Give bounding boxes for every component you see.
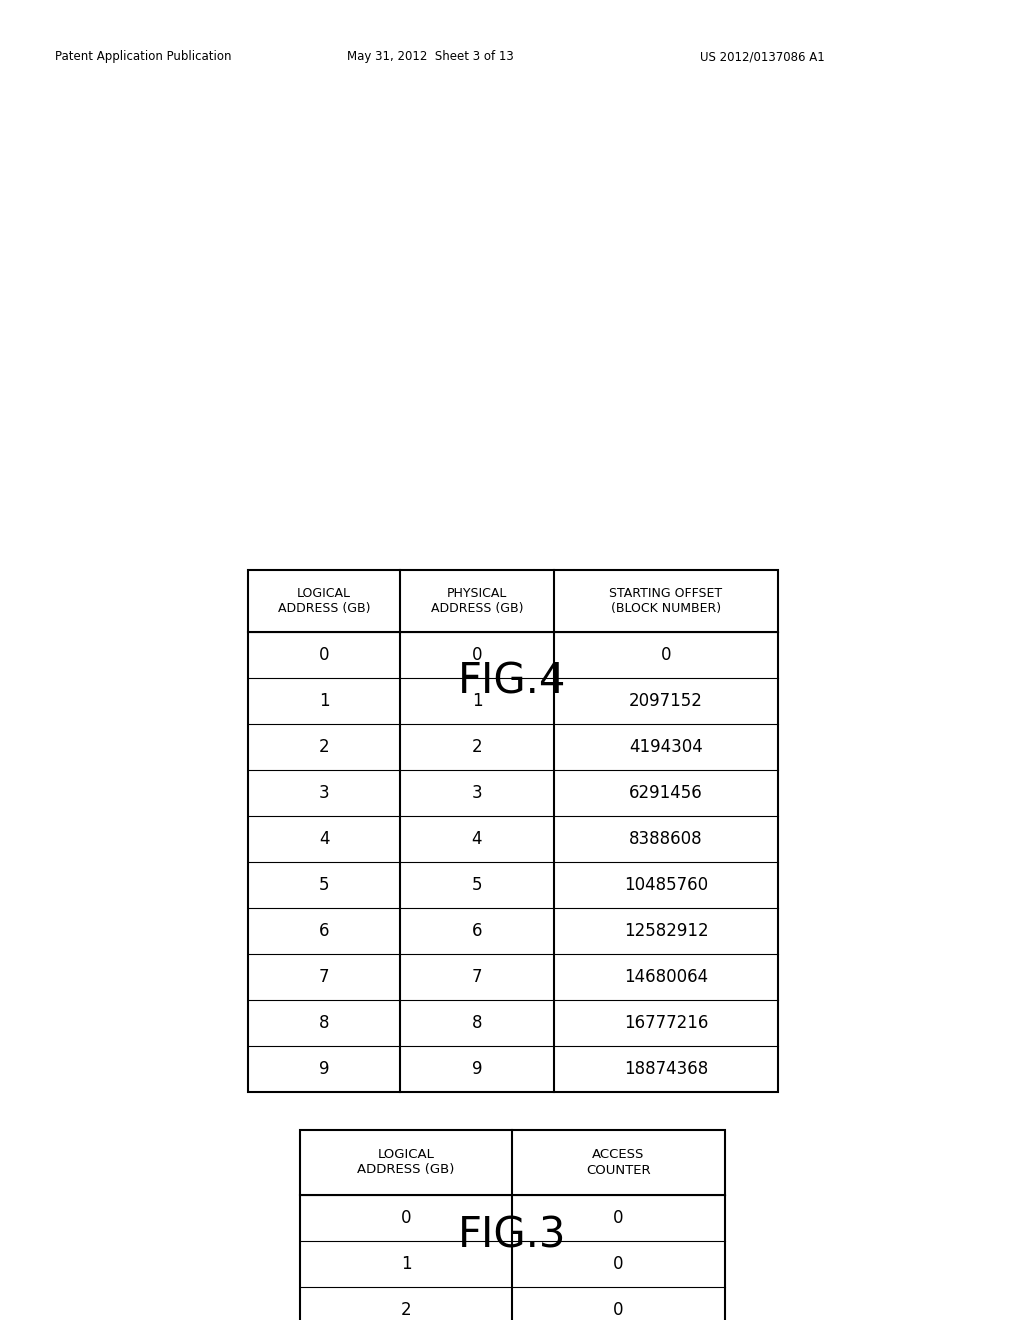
Text: 0: 0: [472, 645, 482, 664]
Text: 0: 0: [613, 1302, 624, 1319]
Text: 8: 8: [318, 1014, 330, 1032]
Text: 0: 0: [660, 645, 672, 664]
Bar: [300, 1130, 725, 1320]
Text: Patent Application Publication: Patent Application Publication: [55, 50, 231, 63]
Text: 4: 4: [318, 830, 330, 847]
Text: 6: 6: [318, 921, 330, 940]
Text: 0: 0: [613, 1209, 624, 1228]
Text: STARTING OFFSET
(BLOCK NUMBER): STARTING OFFSET (BLOCK NUMBER): [609, 587, 723, 615]
Text: 9: 9: [318, 1060, 330, 1078]
Text: 7: 7: [318, 968, 330, 986]
Text: 0: 0: [400, 1209, 412, 1228]
Text: 16777216: 16777216: [624, 1014, 709, 1032]
Text: 2: 2: [318, 738, 330, 756]
Text: 3: 3: [472, 784, 482, 803]
Text: 7: 7: [472, 968, 482, 986]
Text: 2: 2: [400, 1302, 412, 1319]
Text: 8: 8: [472, 1014, 482, 1032]
Text: 0: 0: [318, 645, 330, 664]
Text: 12582912: 12582912: [624, 921, 709, 940]
Text: FIG.3: FIG.3: [458, 1214, 566, 1257]
Text: 5: 5: [318, 876, 330, 894]
Text: 2: 2: [472, 738, 482, 756]
Text: LOGICAL
ADDRESS (GB): LOGICAL ADDRESS (GB): [357, 1148, 455, 1176]
Text: 3: 3: [318, 784, 330, 803]
Text: 10485760: 10485760: [624, 876, 708, 894]
Text: 6291456: 6291456: [629, 784, 702, 803]
Text: 1: 1: [318, 692, 330, 710]
Text: US 2012/0137086 A1: US 2012/0137086 A1: [700, 50, 824, 63]
Text: 0: 0: [613, 1255, 624, 1272]
Text: 4: 4: [472, 830, 482, 847]
Text: ACCESS
COUNTER: ACCESS COUNTER: [586, 1148, 651, 1176]
Text: 8388608: 8388608: [629, 830, 702, 847]
Text: LOGICAL
ADDRESS (GB): LOGICAL ADDRESS (GB): [278, 587, 371, 615]
Text: 2097152: 2097152: [629, 692, 702, 710]
Text: 18874368: 18874368: [624, 1060, 709, 1078]
Bar: [248, 570, 778, 1092]
Text: FIG.4: FIG.4: [458, 660, 566, 702]
Text: 5: 5: [472, 876, 482, 894]
Text: 6: 6: [472, 921, 482, 940]
Text: 14680064: 14680064: [624, 968, 708, 986]
Text: 1: 1: [400, 1255, 412, 1272]
Text: May 31, 2012  Sheet 3 of 13: May 31, 2012 Sheet 3 of 13: [347, 50, 513, 63]
Text: PHYSICAL
ADDRESS (GB): PHYSICAL ADDRESS (GB): [431, 587, 523, 615]
Text: 1: 1: [472, 692, 482, 710]
Text: 4194304: 4194304: [629, 738, 702, 756]
Text: 9: 9: [472, 1060, 482, 1078]
